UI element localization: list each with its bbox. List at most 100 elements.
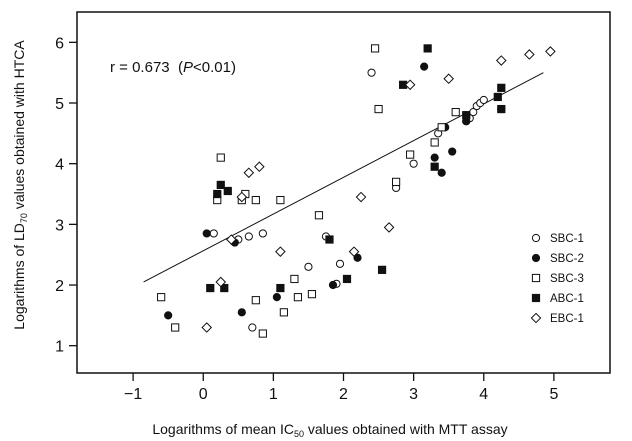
point-sbc-2 <box>164 311 173 320</box>
correlation-annotation: r = 0.673 (P<0.01) <box>110 59 236 76</box>
point-sbc-2 <box>420 62 429 71</box>
point-sbc-1 <box>479 95 488 105</box>
point-sbc-1 <box>248 323 257 332</box>
point-ebc-1 <box>243 167 255 179</box>
data-points <box>157 44 556 338</box>
point-sbc-1 <box>304 262 313 271</box>
point-abc-1 <box>497 104 506 114</box>
point-ebc-1 <box>348 246 360 257</box>
point-abc-1 <box>220 283 229 293</box>
point-sbc-3 <box>391 177 401 186</box>
point-ebc-1 <box>545 46 556 57</box>
point-abc-1 <box>223 186 232 196</box>
point-ebc-1 <box>355 191 367 203</box>
point-ebc-1 <box>443 73 455 85</box>
x-tick-label: −1 <box>124 386 142 403</box>
x-title-sub: 50 <box>294 429 304 439</box>
point-sbc-3 <box>171 323 180 332</box>
legend-label: SBC-3 <box>550 273 584 285</box>
point-sbc-1 <box>409 159 418 168</box>
point-sbc-1 <box>258 229 267 238</box>
point-sbc-3 <box>251 296 260 305</box>
point-sbc-3 <box>451 108 460 117</box>
point-ebc-1 <box>495 55 507 66</box>
point-abc-1 <box>462 111 471 120</box>
legend-marker <box>531 293 541 303</box>
y-tick-label: 5 <box>55 96 64 113</box>
x-tick-label: 2 <box>339 386 348 403</box>
point-abc-1 <box>423 44 432 53</box>
point-ebc-1 <box>383 222 395 233</box>
point-sbc-3 <box>251 195 260 205</box>
x-title-prefix: Logarithms of mean IC <box>152 421 294 437</box>
point-ebc-1 <box>404 79 416 91</box>
x-axis: −1 0 1 2 3 4 5 <box>124 373 558 403</box>
point-sbc-2 <box>448 147 457 156</box>
point-abc-1 <box>430 162 439 171</box>
point-sbc-3 <box>293 293 303 302</box>
point-sbc-2 <box>437 168 446 177</box>
point-abc-1 <box>342 274 352 284</box>
y-axis-title: Logarithms of LD70 values obtained with … <box>11 40 29 330</box>
annotation-suffix: <0.01) <box>193 59 236 76</box>
y-tick-label: 3 <box>55 217 64 234</box>
legend-label: SBC-1 <box>550 233 584 245</box>
x-tick-label: 4 <box>479 386 488 403</box>
annotation-prefix: r = 0.673 ( <box>110 59 183 76</box>
point-ebc-1 <box>225 234 237 245</box>
point-sbc-2 <box>237 308 246 317</box>
point-ebc-1 <box>254 161 265 173</box>
legend-marker <box>530 312 542 324</box>
point-sbc-3 <box>370 44 380 53</box>
y-tick-label: 4 <box>55 157 64 174</box>
x-axis-title: Logarithms of mean IC50 values obtained … <box>152 421 507 439</box>
x-tick-label: 0 <box>199 386 208 403</box>
point-sbc-3 <box>290 274 299 284</box>
x-tick-label: 1 <box>269 386 278 403</box>
point-abc-1 <box>206 283 215 293</box>
point-abc-1 <box>377 265 387 274</box>
point-sbc-3 <box>279 308 288 317</box>
point-ebc-1 <box>236 191 248 203</box>
point-sbc-2 <box>272 293 281 302</box>
point-sbc-3 <box>157 293 166 302</box>
point-sbc-3 <box>276 195 285 205</box>
point-sbc-3 <box>258 329 267 338</box>
legend-label: ABC-1 <box>550 293 584 305</box>
y-title-sub: 70 <box>19 213 29 223</box>
point-sbc-1 <box>209 229 218 238</box>
point-sbc-3 <box>374 104 383 114</box>
point-sbc-3 <box>430 138 439 147</box>
x-title-suffix: values obtained with MTT assay <box>304 421 508 437</box>
point-ebc-1 <box>524 49 535 60</box>
x-tick-label: 5 <box>549 386 558 403</box>
point-abc-1 <box>216 180 225 190</box>
point-sbc-3 <box>216 153 225 162</box>
point-ebc-1 <box>201 322 213 333</box>
legend: SBC-1 SBC-2 SBC-3 ABC-1 EBC-1 <box>530 233 584 325</box>
point-sbc-1 <box>244 232 253 241</box>
point-abc-1 <box>213 189 222 199</box>
point-sbc-1 <box>335 259 345 268</box>
legend-marker <box>531 273 541 283</box>
point-abc-1 <box>325 235 334 244</box>
legend-label: EBC-1 <box>550 313 584 325</box>
point-sbc-3 <box>307 290 317 299</box>
point-ebc-1 <box>215 276 227 288</box>
y-tick-label: 2 <box>55 278 64 295</box>
y-tick-label: 6 <box>55 35 64 52</box>
point-abc-1 <box>276 283 285 293</box>
y-axis: 1 2 3 4 5 6 <box>55 35 77 356</box>
legend-marker <box>531 233 541 243</box>
y-tick-label: 1 <box>55 339 64 356</box>
x-tick-label: 3 <box>409 386 418 403</box>
point-abc-1 <box>493 92 502 102</box>
annotation-p: P <box>183 59 193 76</box>
y-title-suffix: values obtained with HTCA <box>11 40 27 213</box>
legend-marker <box>531 253 541 263</box>
point-sbc-2 <box>430 153 439 162</box>
point-sbc-3 <box>314 211 324 220</box>
point-sbc-1 <box>367 68 376 77</box>
point-abc-1 <box>497 83 506 92</box>
